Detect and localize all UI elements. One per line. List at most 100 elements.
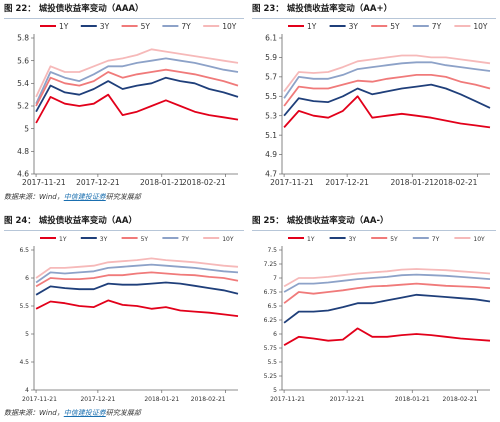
legend-label-5y: 5Y — [390, 22, 400, 31]
figure-header: 图 25： 城投债收益率变动（AA-） — [252, 214, 496, 231]
y-tick-label: 5 — [25, 331, 29, 338]
x-tick-label: 2018-02-21 — [434, 178, 478, 187]
figure-24: 图 24： 城投债收益率变动（AA） 1Y 3Y 5Y 7Y 10Y 4 4.5 5 5.5 6 6.… — [4, 214, 244, 420]
source-suffix: 研究发展部 — [105, 409, 141, 417]
series-line-10y — [35, 257, 239, 279]
legend-label-7y: 7Y — [432, 22, 442, 31]
source-brand: 中信建投证券 — [63, 409, 106, 417]
series-line-1y — [283, 95, 491, 129]
series-line-10y — [283, 268, 491, 288]
y-tick-label: 6 — [25, 275, 29, 282]
figure-number: 图 24： — [4, 216, 36, 226]
y-tick-label: 5.5 — [265, 92, 277, 101]
y-tick-label: 5.9 — [265, 53, 277, 62]
source-prefix: 数据来源：Wind， — [4, 193, 64, 201]
x-tick-label: 2018-02-21 — [443, 396, 478, 403]
y-tick-label: 4 — [25, 387, 29, 394]
y-tick-label: 5.8 — [17, 34, 29, 43]
y-tick-label: 5.7 — [265, 72, 277, 81]
source-suffix: 研究发展部 — [105, 193, 141, 201]
figure-header: 图 23： 城投债收益率变动（AA+） — [252, 2, 496, 19]
y-tick-label: 7 — [273, 275, 277, 282]
series-line-10y — [283, 54, 491, 92]
y-tick-label: 6.5 — [19, 247, 29, 254]
legend-label-10y: 10Y — [222, 22, 237, 31]
y-tick-label: 6.1 — [265, 34, 277, 43]
y-tick-label: 4.8 — [17, 147, 29, 156]
x-tick-label: 2017-11-21 — [22, 396, 57, 403]
series-line-3y — [283, 83, 491, 117]
data-source: 数据来源：Wind，中信建投证券研究发展部 — [4, 408, 141, 418]
figure-23: 图 23： 城投债收益率变动（AA+） 1Y 3Y 5Y 7Y 10Y 4.7 4.9 5.1 5… — [252, 2, 496, 212]
x-tick-label: 2017-11-21 — [270, 178, 314, 187]
figure-title: 城投债收益率变动（AA） — [38, 216, 137, 226]
series-line-7y — [35, 263, 239, 284]
figure-header: 图 24： 城投债收益率变动（AA） — [4, 214, 244, 231]
figure-number: 图 22： — [4, 4, 36, 14]
data-source: 数据来源：Wind，中信建投证券研究发展部 — [4, 192, 141, 202]
legend-label-3y: 3Y — [349, 236, 357, 243]
y-tick-label: 6.5 — [267, 303, 277, 310]
legend-label-7y: 7Y — [181, 22, 191, 31]
series-line-3y — [35, 281, 239, 296]
legend-label-7y: 7Y — [181, 236, 189, 243]
y-tick-label: 4.5 — [19, 359, 29, 366]
legend-label-10y: 10Y — [473, 22, 488, 31]
y-tick-label: 5.1 — [265, 131, 277, 140]
y-tick-label: 4.7 — [265, 170, 277, 179]
x-tick-label: 2017-11-21 — [270, 396, 305, 403]
series-line-1y — [35, 299, 239, 317]
x-tick-label: 2017-12-21 — [80, 396, 115, 403]
legend-label-10y: 10Y — [222, 236, 234, 243]
y-tick-label: 6 — [273, 331, 277, 338]
x-tick-label: 2018-01-21 — [395, 396, 430, 403]
line-chart: 1Y 3Y 5Y 7Y 10Y 4 4.5 5 5.5 6 6.5 2017-11-21 2017-12… — [19, 236, 239, 403]
series-line-1y — [283, 327, 491, 346]
source-prefix: 数据来源：Wind， — [4, 409, 64, 417]
figure-25: 图 25： 城投债收益率变动（AA-） 1Y 3Y 5Y 7Y 10Y 5 5.25 5.5 5.… — [252, 214, 496, 420]
x-tick-label: 2018-02-21 — [191, 396, 226, 403]
legend-label-1y: 1Y — [59, 22, 69, 31]
figure-title: 城投债收益率变动（AAA） — [38, 4, 144, 14]
series-line-7y — [283, 61, 491, 99]
legend-label-5y: 5Y — [141, 236, 149, 243]
legend: 1Y 3Y 5Y 7Y 10Y — [40, 22, 237, 31]
series-line-10y — [35, 48, 239, 98]
source-brand: 中信建投证券 — [63, 193, 106, 201]
x-tick-label: 2018-01-21 — [140, 178, 184, 187]
y-tick-label: 5.4 — [17, 79, 29, 88]
y-tick-label: 5.2 — [17, 102, 29, 111]
legend-label-1y: 1Y — [59, 236, 67, 243]
legend-label-1y: 1Y — [307, 22, 317, 31]
legend-label-10y: 10Y — [473, 236, 485, 243]
x-tick-label: 2018-01-21 — [144, 396, 179, 403]
figure-number: 图 23： — [252, 4, 284, 14]
y-tick-label: 4.6 — [17, 170, 29, 179]
x-tick-label: 2017-12-21 — [330, 396, 365, 403]
y-tick-label: 7.5 — [267, 247, 277, 254]
line-chart: 1Y 3Y 5Y 7Y 10Y 4.6 4.8 5 5.2 5.4 5.6 5.8 2017-11-21… — [17, 22, 239, 187]
y-tick-label: 5.6 — [17, 56, 29, 65]
x-tick-label: 2018-01-21 — [390, 178, 434, 187]
series-line-5y — [35, 271, 239, 288]
series-line-5y — [283, 282, 491, 304]
figure-header: 图 22： 城投债收益率变动（AAA） — [4, 2, 244, 19]
legend-label-1y: 1Y — [307, 236, 315, 243]
figure-22: 图 22： 城投债收益率变动（AAA） 1Y 3Y 5Y 7Y 10Y 4.6 4.8 5 5.2… — [4, 2, 244, 212]
y-tick-label: 4.9 — [265, 150, 277, 159]
legend-label-5y: 5Y — [141, 22, 151, 31]
y-tick-label: 5.25 — [264, 373, 278, 380]
series-line-1y — [35, 93, 239, 124]
y-tick-label: 5.3 — [265, 111, 277, 120]
series-line-3y — [283, 293, 491, 324]
y-tick-label: 6.25 — [264, 317, 278, 324]
legend-label-3y: 3Y — [349, 22, 359, 31]
legend-label-5y: 5Y — [390, 236, 398, 243]
legend: 1Y 3Y 5Y 7Y 10Y — [40, 236, 234, 243]
series-line-5y — [283, 74, 491, 107]
line-chart: 1Y 3Y 5Y 7Y 10Y 5 5.25 5.5 5.75 6 6.25 6.5 6.75 7 7.25… — [264, 236, 491, 403]
y-tick-label: 6.75 — [264, 289, 278, 296]
y-tick-label: 7.25 — [264, 261, 278, 268]
figure-title: 城投债收益率变动（AA-） — [286, 216, 389, 226]
series-line-7y — [283, 273, 491, 293]
